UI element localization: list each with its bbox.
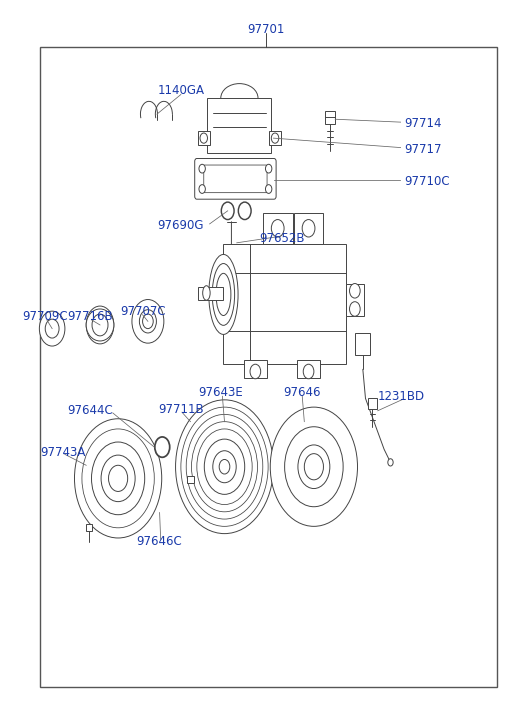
Text: 1140GA: 1140GA <box>157 84 204 97</box>
Circle shape <box>213 451 236 483</box>
Bar <box>263 213 293 244</box>
FancyBboxPatch shape <box>204 165 267 193</box>
Circle shape <box>304 454 323 480</box>
Bar <box>269 131 281 145</box>
Circle shape <box>74 419 162 538</box>
Bar <box>223 244 346 364</box>
Circle shape <box>101 455 135 502</box>
Ellipse shape <box>209 254 238 334</box>
Circle shape <box>199 185 205 193</box>
Text: 97646C: 97646C <box>137 535 182 548</box>
Bar <box>346 284 364 316</box>
Circle shape <box>271 220 284 237</box>
Circle shape <box>176 400 273 534</box>
Circle shape <box>350 284 360 298</box>
Text: 97707C: 97707C <box>120 305 165 318</box>
Ellipse shape <box>86 309 114 341</box>
Circle shape <box>92 314 108 336</box>
FancyBboxPatch shape <box>195 158 276 199</box>
Text: 97643E: 97643E <box>198 386 243 399</box>
Circle shape <box>238 202 251 220</box>
Circle shape <box>204 439 245 494</box>
Circle shape <box>199 164 205 173</box>
Text: 97709C: 97709C <box>22 310 68 323</box>
Bar <box>187 476 194 483</box>
Circle shape <box>143 314 153 329</box>
Circle shape <box>388 459 393 466</box>
Bar <box>40 47 497 687</box>
Circle shape <box>271 133 279 143</box>
Circle shape <box>86 306 114 344</box>
Text: 97690G: 97690G <box>157 219 204 232</box>
Text: 97644C: 97644C <box>68 404 113 417</box>
Circle shape <box>39 311 65 346</box>
Bar <box>355 333 370 355</box>
Text: 97652B: 97652B <box>259 232 305 245</box>
Bar <box>297 360 320 378</box>
Circle shape <box>221 202 234 220</box>
Bar <box>294 213 323 244</box>
Circle shape <box>200 133 207 143</box>
Circle shape <box>285 427 343 507</box>
Circle shape <box>265 185 272 193</box>
Text: 97701: 97701 <box>247 23 285 36</box>
Circle shape <box>92 442 145 515</box>
Bar <box>86 524 92 531</box>
Ellipse shape <box>216 273 231 316</box>
Circle shape <box>265 164 272 173</box>
Circle shape <box>82 429 154 528</box>
Bar <box>325 111 335 124</box>
Ellipse shape <box>212 263 235 326</box>
Circle shape <box>155 437 170 457</box>
Bar <box>198 287 223 300</box>
Bar <box>207 98 271 153</box>
Circle shape <box>270 407 358 526</box>
Text: 97716B: 97716B <box>68 310 113 323</box>
Ellipse shape <box>203 286 210 300</box>
Circle shape <box>45 319 59 338</box>
Bar <box>244 360 267 378</box>
Text: 97710C: 97710C <box>404 175 450 188</box>
Circle shape <box>250 364 261 379</box>
Text: 97646: 97646 <box>284 386 321 399</box>
Text: 97711B: 97711B <box>158 403 204 416</box>
Circle shape <box>350 302 360 316</box>
Circle shape <box>298 445 330 489</box>
Text: 1231BD: 1231BD <box>378 390 425 403</box>
Circle shape <box>139 310 156 333</box>
Text: 97717: 97717 <box>404 142 442 156</box>
Circle shape <box>219 459 230 474</box>
Circle shape <box>302 220 315 237</box>
Bar <box>368 398 377 409</box>
Bar <box>198 131 210 145</box>
Circle shape <box>109 465 128 491</box>
Circle shape <box>132 300 164 343</box>
Text: 97743A: 97743A <box>40 446 86 459</box>
Circle shape <box>303 364 314 379</box>
Text: 97714: 97714 <box>404 117 442 130</box>
